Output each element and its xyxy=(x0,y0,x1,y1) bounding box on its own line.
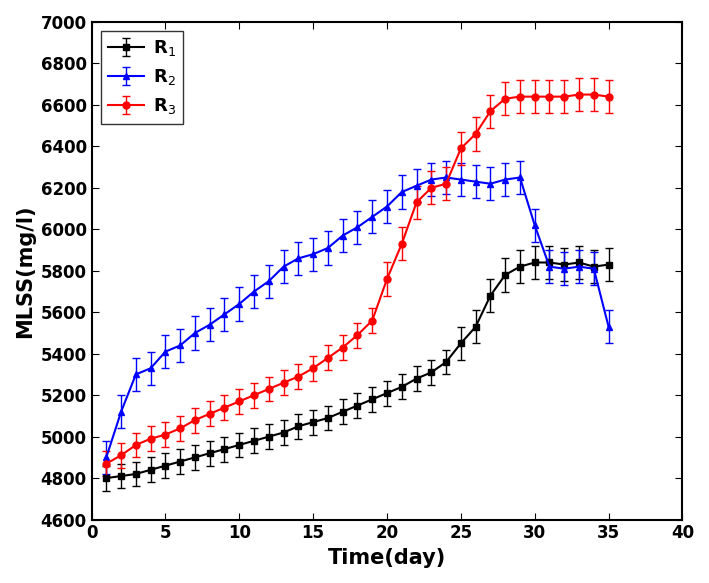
Y-axis label: MLSS(mg/l): MLSS(mg/l) xyxy=(15,204,35,338)
Legend: R$_1$, R$_2$, R$_3$: R$_1$, R$_2$, R$_3$ xyxy=(101,31,183,124)
X-axis label: Time(day): Time(day) xyxy=(328,548,446,568)
